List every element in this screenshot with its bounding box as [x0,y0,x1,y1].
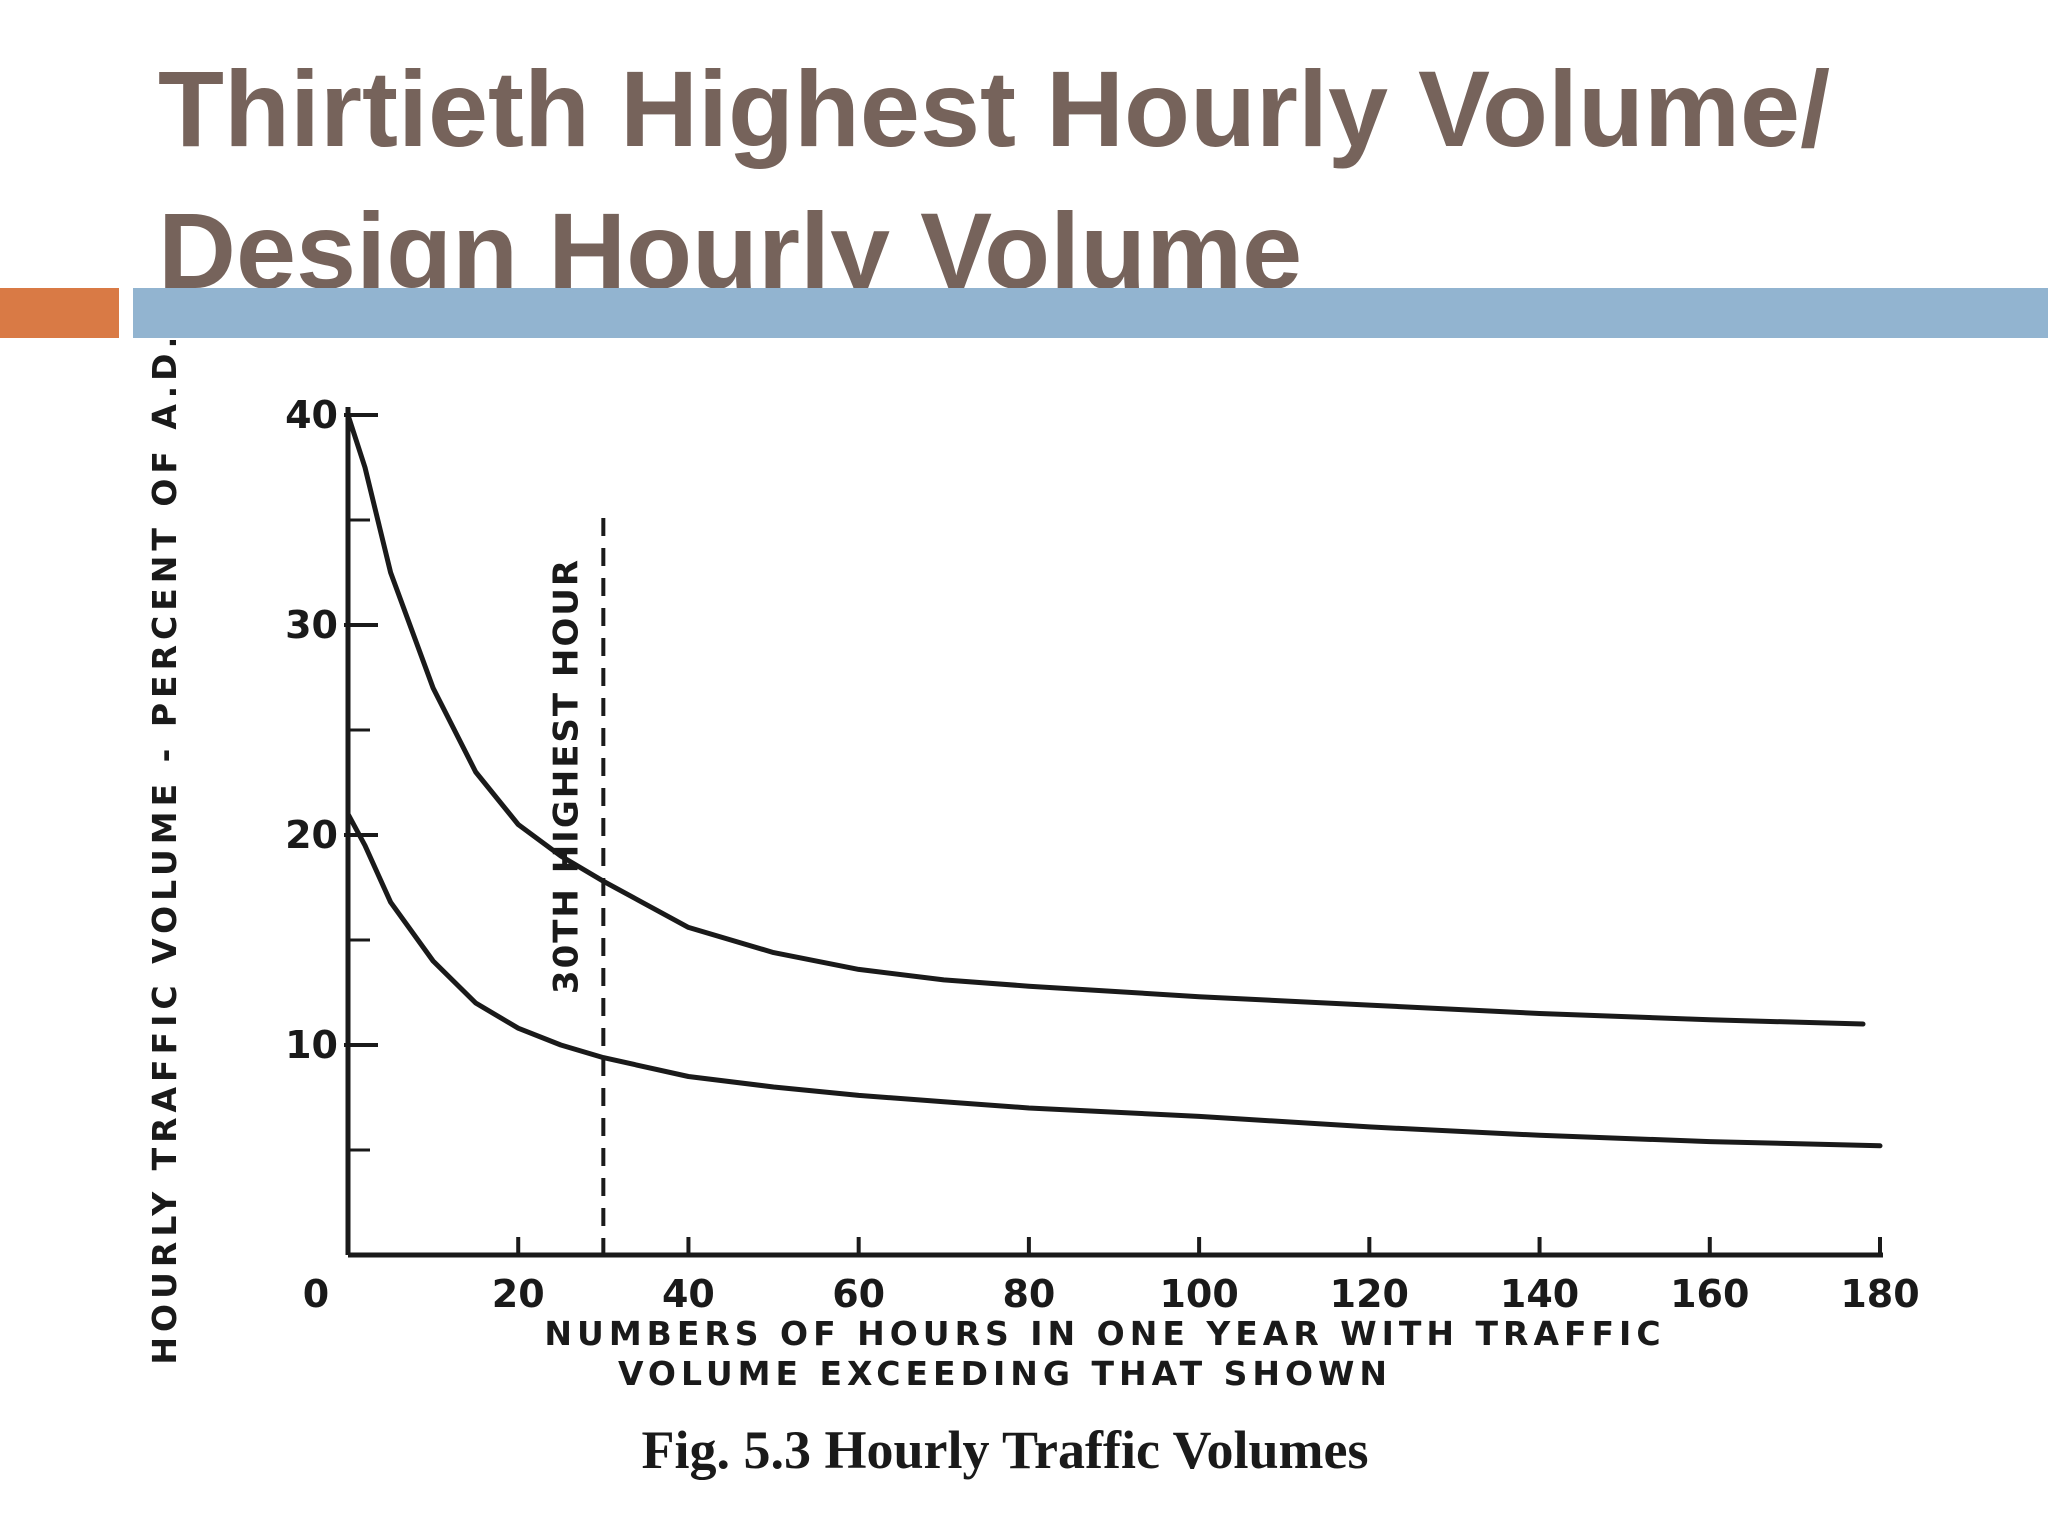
series-2-line [345,811,1883,1149]
title-rule-bar [133,288,2048,338]
y-tick-label: 20 [285,813,338,857]
title-accent-bar [0,288,119,338]
series-1-line [345,412,1866,1027]
y-axis-label: HOURLY TRAFFIC VOLUME - PERCENT OF A.D.T [145,340,184,1365]
x-tick-label: 160 [1670,1272,1749,1316]
figure-caption: Fig. 5.3 Hourly Traffic Volumes [642,1420,1369,1480]
x-tick-label: 20 [492,1272,545,1316]
slide-title: Thirtieth Highest Hourly Volume/ Design … [158,48,1831,311]
y-tick-label: 10 [285,1023,338,1067]
thirtieth-hour-label: 30TH HIGHEST HOUR [546,558,586,994]
x-tick-label: 140 [1500,1272,1579,1316]
x-tick-label: 120 [1330,1272,1409,1316]
y-tick-label: 30 [285,603,338,647]
hourly-traffic-chart: 10 20 30 40 0 20 40 60 80 100 120 140 160 180 30TH HIG… [145,340,1920,1480]
x-tick-label: 80 [1002,1272,1055,1316]
x-axis-label-line-2: VOLUME EXCEEDING THAT SHOWN [618,1354,1392,1393]
x-tick-label: 100 [1159,1272,1238,1316]
x-tick-label: 60 [832,1272,885,1316]
x-tick-label: 180 [1840,1272,1919,1316]
x-tick-label: 40 [662,1272,715,1316]
y-tick-label: 40 [285,393,338,437]
x-axis-label-line-1: NUMBERS OF HOURS IN ONE YEAR WITH TRAFFI… [544,1314,1665,1353]
x-tick-label: 0 [303,1272,329,1316]
